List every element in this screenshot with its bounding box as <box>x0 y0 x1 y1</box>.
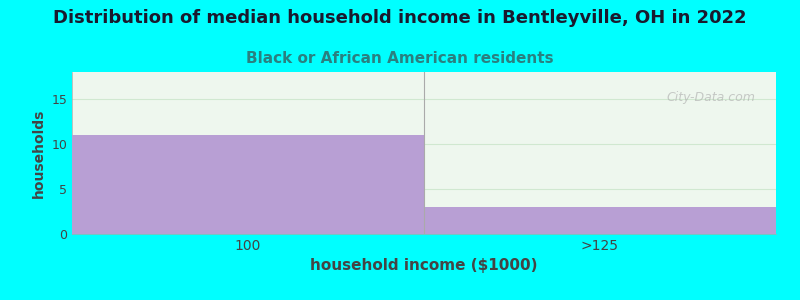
Y-axis label: households: households <box>32 108 46 198</box>
Bar <box>424 207 776 234</box>
Text: City-Data.com: City-Data.com <box>666 92 755 104</box>
Text: Black or African American residents: Black or African American residents <box>246 51 554 66</box>
Text: Distribution of median household income in Bentleyville, OH in 2022: Distribution of median household income … <box>53 9 747 27</box>
X-axis label: household income ($1000): household income ($1000) <box>310 258 538 273</box>
Bar <box>72 135 424 234</box>
